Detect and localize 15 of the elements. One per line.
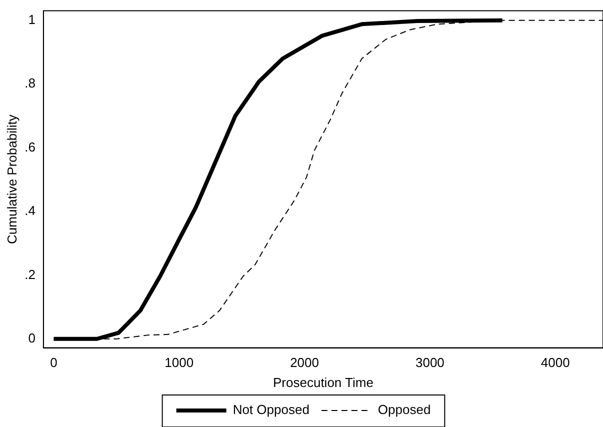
x-tick-label: 2000 — [290, 355, 319, 370]
x-tick-label: 4000 — [540, 355, 570, 370]
x-tick-label: 0 — [50, 355, 58, 370]
legend-label: Opposed — [378, 402, 431, 418]
x-tick-label: 3000 — [415, 355, 444, 370]
x-tick-label: 1000 — [164, 355, 194, 370]
y-axis-title: Cumulative Probability — [4, 114, 20, 244]
y-tick-label: 0 — [28, 330, 36, 346]
y-tick-label: .8 — [24, 76, 36, 91]
y-tick-label: 1 — [28, 12, 36, 27]
x-axis-title: Prosecution Time — [273, 374, 374, 390]
legend-label: Not Opposed — [232, 402, 310, 418]
y-tick-label: .2 — [24, 266, 36, 282]
y-tick-label: .4 — [24, 203, 36, 218]
y-tick-label: .6 — [24, 139, 36, 154]
